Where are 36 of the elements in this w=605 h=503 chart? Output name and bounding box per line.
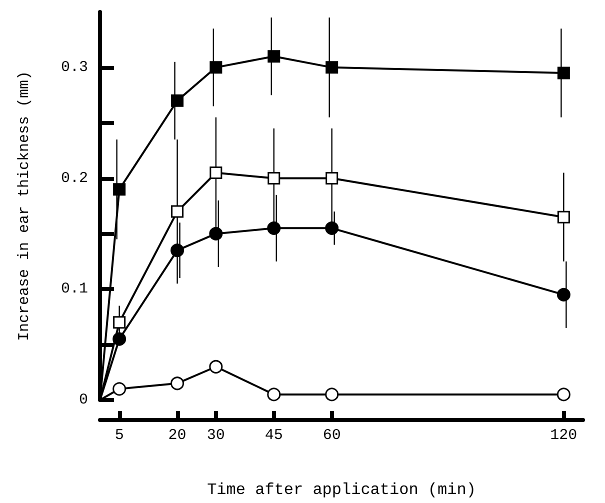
point (209, 360, 223, 374)
point (112, 332, 126, 346)
x-tick-label: 60 (322, 427, 341, 444)
point (112, 382, 126, 396)
x-tick-label: 20 (168, 427, 186, 444)
y-axis-title: Increase in ear thickness (mm) (16, 70, 33, 342)
point (268, 50, 280, 63)
point (170, 376, 184, 390)
point (267, 221, 281, 235)
x-tick-label: 5 (114, 427, 124, 444)
point (113, 316, 126, 329)
point (113, 183, 126, 196)
point (325, 221, 339, 235)
x-axis-title: Time after application (min) (207, 481, 476, 499)
point (209, 226, 223, 240)
point (557, 66, 570, 80)
point (326, 172, 338, 185)
point (267, 388, 281, 402)
point (325, 388, 339, 402)
point (170, 244, 184, 258)
y-tick-label: 0.3 (60, 58, 88, 76)
x-tick-label: 120 (550, 427, 578, 444)
point (326, 61, 338, 74)
y-tick-label: 0.1 (60, 280, 88, 298)
point (268, 172, 280, 185)
point (556, 388, 570, 402)
y-tick-label: 0 (78, 392, 88, 408)
point (171, 205, 184, 218)
point (210, 61, 222, 74)
x-tick-label: 45 (264, 427, 283, 444)
x-tick-label: 30 (206, 427, 225, 444)
point (210, 166, 222, 179)
y-tick-label: 0.2 (60, 170, 88, 187)
point (171, 94, 184, 107)
point (556, 288, 570, 302)
point (557, 210, 570, 224)
